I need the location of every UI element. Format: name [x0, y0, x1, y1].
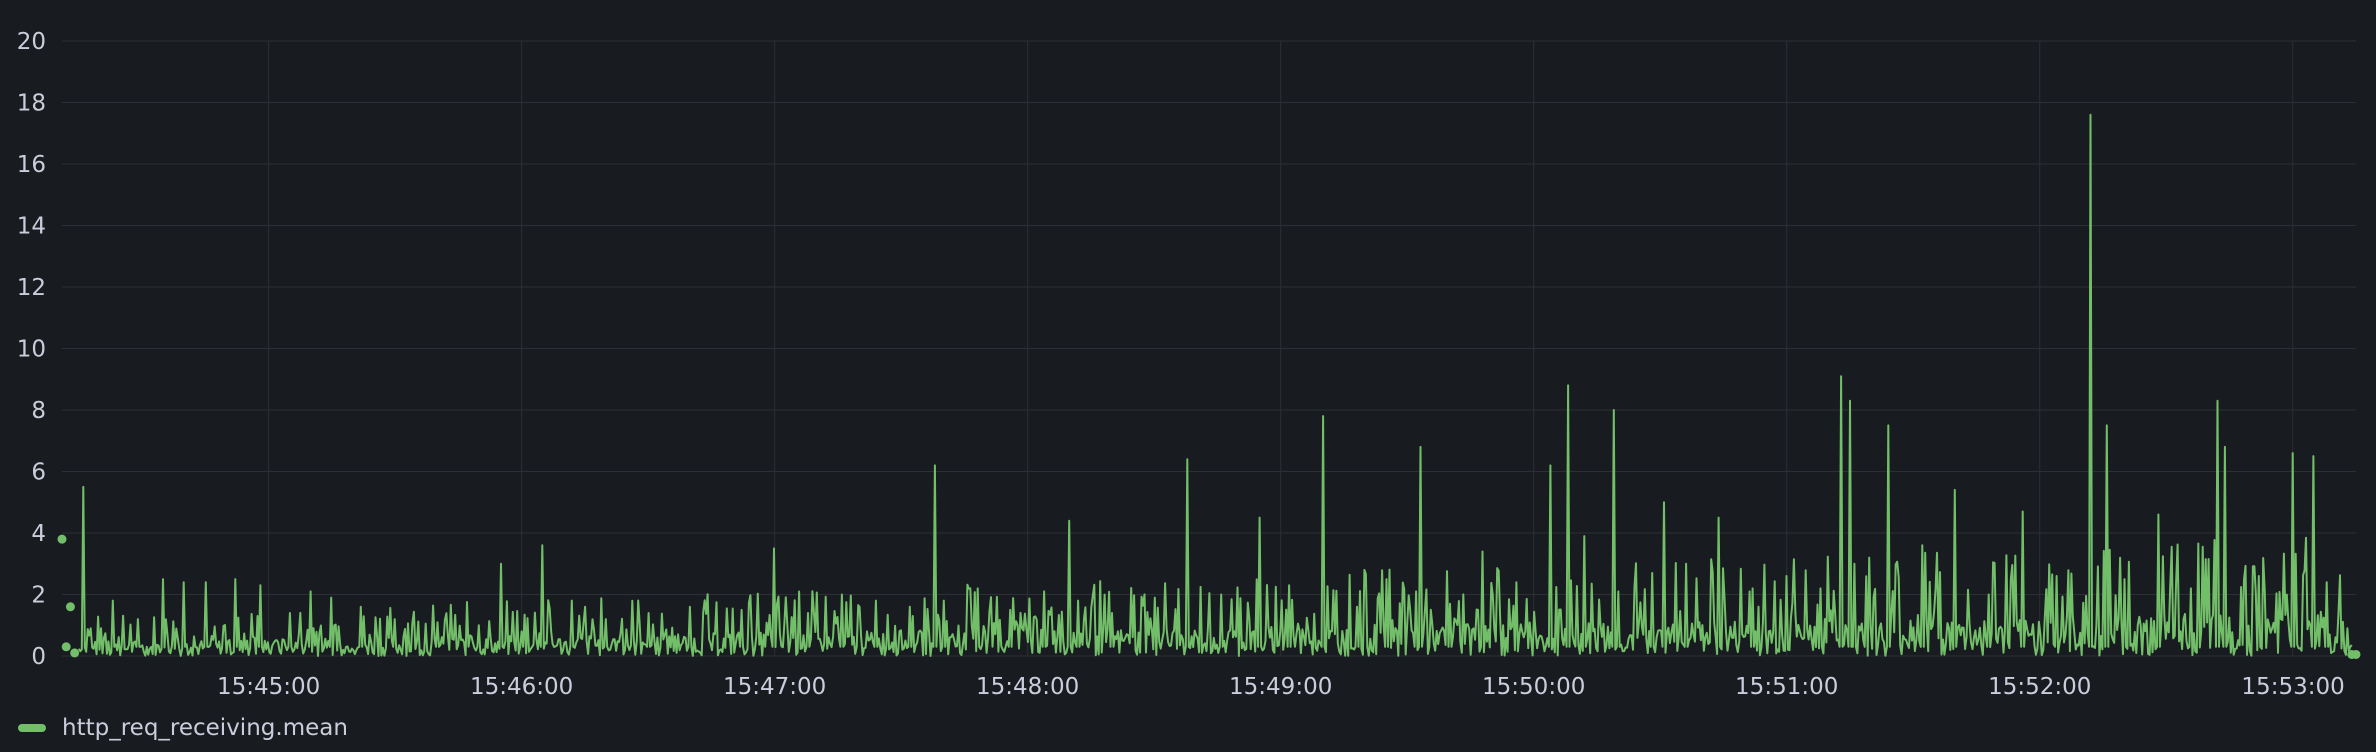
grid [62, 40, 2356, 657]
data-point[interactable] [57, 534, 67, 544]
y-tick-label: 4 [31, 521, 46, 547]
y-tick-label: 8 [31, 398, 46, 424]
x-tick-label: 15:46:00 [470, 674, 573, 700]
x-tick-label: 15:53:00 [2241, 674, 2344, 700]
data-point[interactable] [61, 642, 71, 652]
y-tick-label: 6 [31, 460, 46, 486]
legend-swatch [18, 724, 46, 732]
legend-item-label[interactable]: http_req_receiving.mean [62, 715, 348, 741]
series-line[interactable] [78, 113, 2353, 657]
y-axis-tick-labels: 0 2 4 6 8 10 12 14 16 18 20 [17, 29, 46, 670]
data-point[interactable] [2351, 649, 2361, 659]
y-tick-label: 12 [17, 275, 46, 301]
data-point[interactable] [65, 602, 75, 612]
y-tick-label: 0 [31, 644, 46, 670]
y-tick-label: 2 [31, 583, 46, 609]
x-tick-label: 15:51:00 [1735, 674, 1838, 700]
y-tick-label: 18 [17, 91, 46, 117]
x-tick-label: 15:47:00 [723, 674, 826, 700]
data-point[interactable] [70, 648, 80, 658]
x-tick-label: 15:49:00 [1229, 674, 1332, 700]
y-tick-label: 10 [17, 337, 46, 363]
y-tick-label: 20 [17, 29, 46, 55]
x-tick-label: 15:48:00 [976, 674, 1079, 700]
y-tick-label: 14 [17, 214, 46, 240]
x-tick-label: 15:45:00 [217, 674, 320, 700]
x-axis-tick-labels: 15:45:00 15:46:00 15:47:00 15:48:00 15:49:00… [217, 674, 2345, 700]
x-tick-label: 15:52:00 [1988, 674, 2091, 700]
y-tick-label: 16 [17, 152, 46, 178]
series-layer [57, 113, 2361, 659]
legend: http_req_receiving.mean [18, 712, 348, 744]
x-tick-label: 15:50:00 [1482, 674, 1585, 700]
